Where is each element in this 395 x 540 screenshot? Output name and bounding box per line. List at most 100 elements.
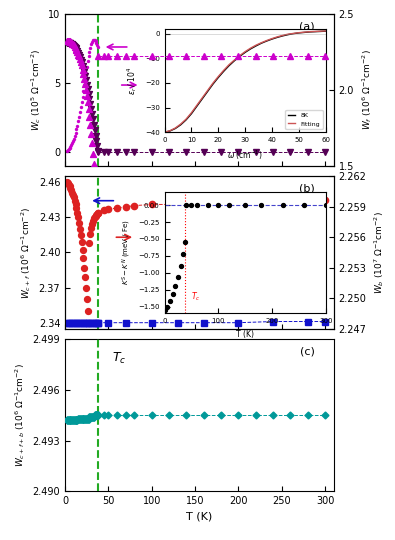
Point [81, 414, 87, 423]
Point [95, 208, 101, 217]
Point [80, 414, 87, 423]
Point [77, 55, 83, 64]
Point [92, 36, 98, 44]
Point [90, 36, 96, 45]
Point [90, 413, 96, 421]
Point [67, 39, 73, 48]
Point [66, 144, 73, 153]
Point [76, 52, 82, 60]
Point [90, 413, 97, 421]
Point [87, 43, 94, 52]
Point [79, 61, 85, 70]
Point [74, 47, 81, 56]
Point [94, 142, 100, 151]
Point [80, 64, 87, 73]
Point [92, 212, 99, 220]
Point [88, 224, 94, 232]
Text: $T_c$: $T_c$ [112, 351, 126, 366]
Point [89, 139, 95, 147]
Point [71, 41, 77, 50]
Point [95, 147, 101, 156]
Point [81, 319, 87, 327]
Point [92, 37, 99, 45]
Point [71, 416, 78, 424]
Point [86, 47, 92, 56]
Point [76, 319, 82, 327]
Point [72, 319, 79, 327]
Point [74, 46, 81, 55]
Point [77, 103, 84, 112]
Point [65, 146, 71, 154]
Point [75, 49, 81, 57]
Point [77, 231, 84, 239]
Point [95, 411, 101, 420]
Point [66, 181, 73, 190]
Point [93, 411, 100, 420]
Point [66, 180, 72, 189]
Point [77, 53, 83, 62]
Point [69, 139, 75, 147]
Point [81, 75, 87, 83]
Point [70, 137, 76, 145]
Point [83, 69, 89, 77]
Point [70, 416, 76, 424]
Point [85, 85, 91, 93]
Point [70, 40, 76, 49]
X-axis label: T (K): T (K) [186, 512, 213, 522]
Point [69, 40, 75, 49]
Point [79, 65, 86, 74]
Y-axis label: $W_c$ (10$^5$ $\Omega^{-1}$cm$^{-2}$): $W_c$ (10$^5$ $\Omega^{-1}$cm$^{-2}$) [28, 49, 43, 131]
Point [93, 137, 100, 145]
Point [83, 414, 89, 423]
Point [84, 91, 90, 100]
Point [77, 414, 83, 423]
Point [66, 416, 73, 424]
Point [79, 58, 85, 67]
Point [67, 184, 73, 192]
Point [71, 134, 77, 143]
Point [93, 38, 100, 47]
Point [82, 273, 88, 281]
Point [84, 295, 90, 303]
Point [89, 38, 95, 46]
Point [81, 80, 87, 89]
Point [68, 416, 74, 424]
Point [94, 210, 100, 218]
Point [74, 319, 81, 327]
Point [64, 319, 70, 327]
Point [69, 39, 75, 48]
Point [90, 217, 96, 225]
Point [82, 72, 88, 80]
Point [65, 38, 71, 47]
Point [79, 238, 85, 246]
Point [95, 43, 101, 52]
Point [80, 70, 87, 79]
Point [79, 319, 86, 327]
Point [73, 125, 80, 133]
Point [66, 145, 72, 154]
Point [90, 120, 97, 129]
Point [92, 213, 98, 221]
Point [89, 413, 95, 421]
Point [68, 39, 74, 48]
Point [85, 414, 91, 423]
Text: (b): (b) [299, 184, 315, 194]
Point [90, 36, 97, 44]
Point [89, 110, 95, 118]
Point [90, 115, 96, 124]
Point [83, 284, 89, 292]
Point [93, 211, 100, 219]
Point [88, 319, 94, 327]
Point [64, 146, 70, 155]
Point [85, 307, 91, 315]
Point [85, 414, 92, 423]
Point [64, 416, 70, 424]
Point [72, 200, 79, 209]
Point [94, 207, 100, 215]
Point [85, 52, 92, 60]
Point [84, 414, 90, 423]
Point [70, 191, 76, 199]
Point [71, 42, 78, 51]
Point [95, 319, 101, 327]
Point [77, 414, 84, 423]
